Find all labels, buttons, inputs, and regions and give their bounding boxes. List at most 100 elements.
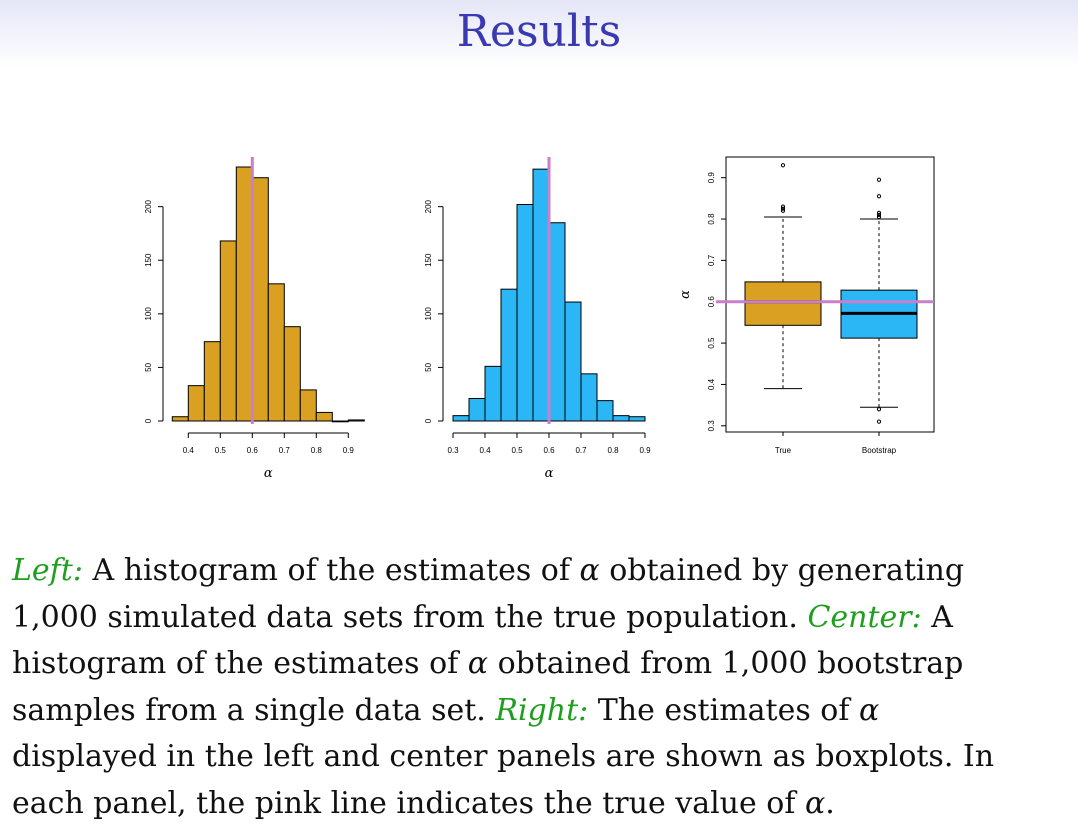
caption-text: The estimates of [588, 692, 859, 728]
x-tick-label: Bootstrap [862, 446, 897, 455]
histogram-bar [283, 326, 301, 422]
x-tick-label: True [775, 446, 792, 455]
center-histogram [438, 157, 646, 438]
histogram-bar [596, 400, 614, 422]
x-tick-label: 0.4 [479, 446, 491, 455]
outlier-point [876, 214, 882, 220]
caption-line-6: each panel, the pink line indicates the … [12, 781, 1074, 828]
caption-text: 1,000 simulated data sets from the true … [12, 599, 808, 635]
x-tick-label: 0.4 [183, 446, 195, 455]
histogram-bar [564, 301, 582, 422]
y-tick-label: 0 [144, 418, 153, 423]
caption-line-2: 1,000 simulated data sets from the true … [12, 595, 1074, 642]
y-tick-label: 0.3 [707, 420, 716, 432]
outlier-point [780, 163, 786, 168]
right-boxplot [716, 156, 935, 436]
outlier-point [876, 210, 882, 215]
histogram-bar [580, 373, 598, 422]
center-label: Center: [807, 599, 922, 635]
left-label: Left: [12, 553, 83, 588]
caption-line-3: histogram of the estimates of α obtained… [12, 641, 1074, 688]
charts-figure: 0.4 0.5 0.6 0.7 0.8 0.9 α 0 50 100 150 200 0.3 0.4 0.5… [144, 156, 935, 481]
caption-line-4: samples from a single data set. Right: T… [12, 688, 1074, 735]
histogram-bar [548, 222, 566, 422]
histogram-bar [484, 365, 502, 422]
left-histogram [158, 157, 365, 438]
histogram-bar [500, 288, 518, 422]
histogram-bar [235, 166, 253, 422]
outlier-point [876, 177, 882, 182]
y-tick-label: 0 [424, 418, 433, 423]
right-label: Right: [495, 692, 589, 728]
histogram-bar [251, 177, 269, 422]
histogram-bar [452, 415, 470, 422]
x-tick-label: 0.5 [511, 446, 523, 455]
outlier-point [876, 194, 882, 199]
y-tick-label: 50 [424, 362, 433, 371]
histogram-bar [315, 411, 333, 422]
y-axis-label: α [678, 290, 693, 299]
alpha-symbol: α [805, 785, 826, 821]
outlier-point [876, 212, 882, 217]
x-axis-label: α [264, 466, 273, 481]
caption-text: histogram of the estimates of [12, 646, 468, 681]
histogram-bar [532, 168, 550, 422]
x-tick-label: 0.6 [247, 446, 259, 455]
plot-frame [725, 156, 935, 433]
histogram-bar [347, 419, 365, 422]
outlier-point [780, 204, 786, 209]
x-tick-label: 0.7 [279, 446, 291, 455]
box-true [744, 281, 822, 326]
caption-line-1: Left: A histogram of the estimates of α … [12, 548, 1074, 595]
histogram-bar [203, 341, 221, 422]
alpha-symbol: α [579, 553, 600, 588]
y-tick-label: 100 [424, 307, 433, 321]
caption-text: A [921, 599, 953, 635]
y-tick-label: 0.7 [707, 254, 716, 266]
y-tick-label: 0.5 [707, 337, 716, 349]
x-tick-label: 0.3 [447, 446, 459, 455]
outlier-point [876, 419, 882, 424]
title-band [0, 0, 1078, 68]
y-tick-label: 0.8 [707, 213, 716, 225]
y-tick-label: 0.6 [707, 296, 716, 308]
y-tick-label: 0.4 [707, 378, 716, 390]
histogram-bar [171, 416, 189, 422]
histogram-bar [267, 283, 285, 422]
outlier-point [780, 206, 786, 211]
alpha-symbol: α [467, 646, 489, 681]
caption-line-5: displayed in the left and center panels … [12, 734, 1074, 781]
caption-text: each panel, the pink line indicates the … [12, 785, 805, 821]
histogram-bar [331, 420, 349, 423]
y-tick-label: 150 [144, 253, 153, 267]
y-tick-label: 200 [424, 199, 433, 213]
y-tick-label: 0.9 [707, 172, 716, 184]
histogram-bar [187, 385, 205, 422]
outlier-point [780, 208, 786, 213]
caption-text: obtained by generating [599, 553, 965, 588]
caption-text: displayed in the left and center panels … [12, 739, 995, 774]
histogram-bar [219, 240, 237, 422]
caption-text: samples from a single data set. [12, 692, 496, 728]
x-tick-label: 0.6 [543, 446, 555, 455]
histogram-bar [299, 389, 317, 422]
x-tick-label: 0.8 [311, 446, 323, 455]
alpha-symbol: α [858, 692, 880, 728]
y-tick-label: 50 [144, 362, 153, 371]
x-tick-label: 0.9 [343, 446, 355, 455]
y-tick-label: 150 [424, 253, 433, 267]
histogram-bar [612, 415, 630, 422]
histogram-bar [516, 204, 534, 422]
slide-title: Results [456, 6, 622, 57]
y-tick-label: 100 [144, 307, 153, 321]
x-axis-label: α [545, 466, 554, 481]
x-tick-label: 0.9 [639, 446, 651, 455]
x-tick-label: 0.5 [215, 446, 227, 455]
histogram-bar [628, 416, 646, 422]
caption-text: A histogram of the estimates of [82, 553, 580, 588]
y-tick-label: 200 [144, 199, 153, 213]
caption: Left: A histogram of the estimates of α … [12, 548, 1074, 827]
caption-text: . [825, 785, 835, 821]
x-tick-label: 0.7 [575, 446, 587, 455]
x-tick-label: 0.8 [607, 446, 619, 455]
